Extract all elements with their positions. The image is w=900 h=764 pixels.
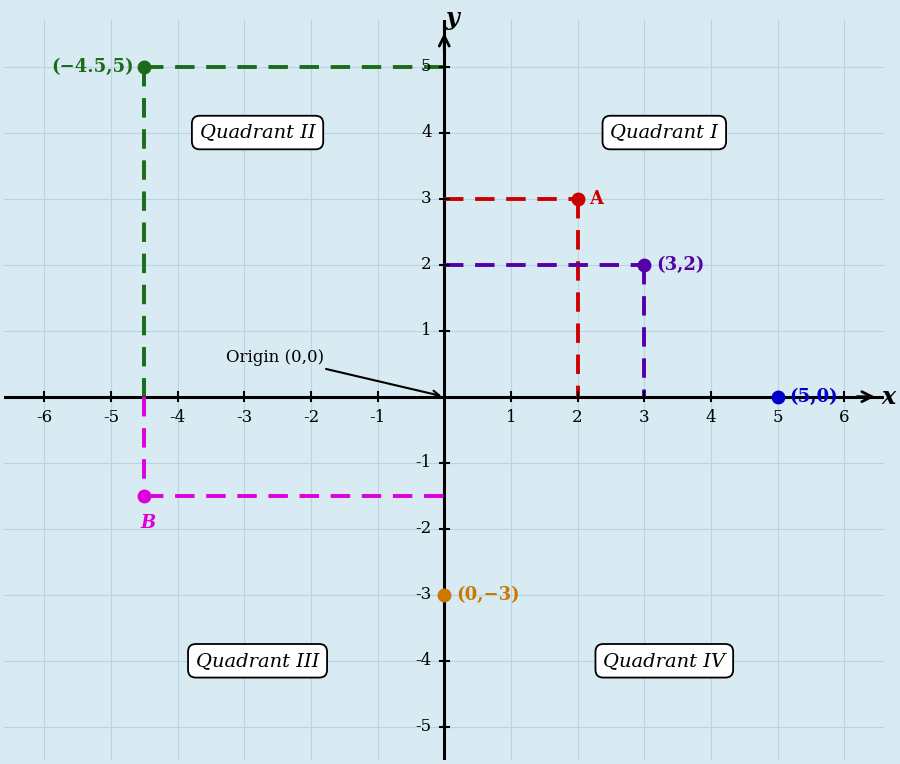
Text: 5: 5 (421, 58, 432, 75)
Text: (0,−3): (0,−3) (456, 586, 520, 604)
Text: -3: -3 (236, 410, 252, 426)
Text: -5: -5 (103, 410, 119, 426)
Text: -1: -1 (370, 410, 386, 426)
Text: Quadrant I: Quadrant I (610, 124, 718, 141)
Text: -1: -1 (415, 454, 432, 471)
Text: 3: 3 (639, 410, 650, 426)
Text: x: x (881, 384, 896, 409)
Text: -3: -3 (415, 586, 432, 604)
Text: -5: -5 (416, 718, 432, 735)
Text: -4: -4 (169, 410, 185, 426)
Text: A: A (590, 189, 604, 208)
Text: 4: 4 (421, 124, 432, 141)
Text: -6: -6 (36, 410, 52, 426)
Text: 6: 6 (839, 410, 850, 426)
Text: Quadrant IV: Quadrant IV (603, 652, 725, 670)
Text: 2: 2 (421, 256, 432, 273)
Text: 2: 2 (572, 410, 583, 426)
Text: y: y (446, 6, 459, 31)
Text: Quadrant II: Quadrant II (200, 124, 315, 141)
Text: -2: -2 (415, 520, 432, 537)
Text: (−4.5,5): (−4.5,5) (51, 57, 134, 76)
Text: 5: 5 (772, 410, 783, 426)
Text: -2: -2 (302, 410, 319, 426)
Text: (3,2): (3,2) (656, 256, 705, 274)
Text: (5,0): (5,0) (789, 387, 838, 406)
Text: B: B (141, 514, 156, 533)
Text: 1: 1 (506, 410, 517, 426)
Text: Quadrant III: Quadrant III (196, 652, 320, 670)
Text: 4: 4 (706, 410, 716, 426)
Text: Origin (0,0): Origin (0,0) (226, 348, 439, 397)
Text: 3: 3 (421, 190, 432, 207)
Text: -4: -4 (415, 652, 432, 669)
Text: 1: 1 (421, 322, 432, 339)
